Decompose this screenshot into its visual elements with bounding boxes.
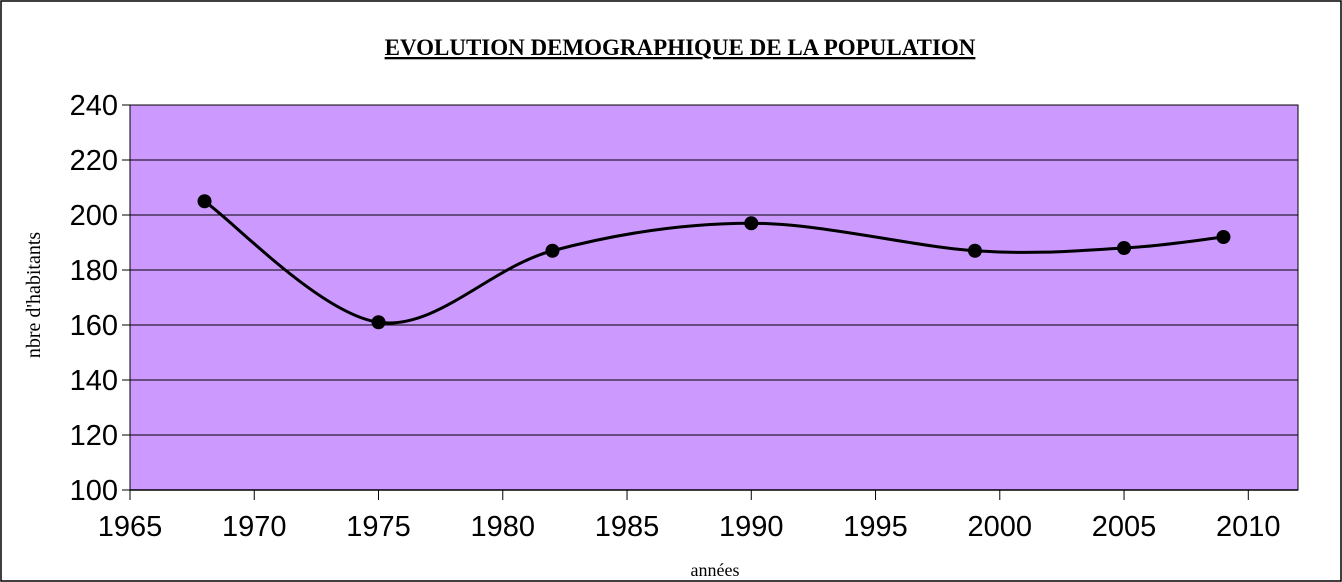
y-tick-label: 180 <box>70 255 118 287</box>
x-tick-label: 2000 <box>968 511 1033 543</box>
x-tick-label: 1990 <box>719 511 784 543</box>
x-tick-label: 1985 <box>595 511 660 543</box>
y-axis-label: nbre d'habitants <box>23 232 45 359</box>
y-tick-label: 220 <box>70 145 118 177</box>
point <box>371 315 386 330</box>
chart-title: EVOLUTION DEMOGRAPHIQUE DE LA POPULATION <box>385 35 976 60</box>
x-tick-label: 1965 <box>98 511 163 543</box>
x-tick-label: 2005 <box>1092 511 1157 543</box>
x-tick-label: 2010 <box>1216 511 1281 543</box>
x-tick-label: 1980 <box>471 511 536 543</box>
x-tick-label: 1975 <box>346 511 411 543</box>
y-tick-label: 160 <box>70 310 118 342</box>
plot-area <box>129 104 1299 491</box>
point <box>967 243 982 258</box>
y-tick-label: 140 <box>70 365 118 397</box>
point <box>545 243 560 258</box>
point <box>197 194 212 209</box>
x-tick-label: 1995 <box>843 511 908 543</box>
y-tick-label: 100 <box>70 475 118 507</box>
x-tick-label: 1970 <box>222 511 287 543</box>
y-tick-label: 240 <box>70 90 118 122</box>
x-axis-label: années <box>691 560 740 580</box>
y-tick-label: 200 <box>70 200 118 232</box>
point <box>1216 230 1231 244</box>
y-tick-label: 120 <box>70 420 118 452</box>
point <box>744 216 759 231</box>
point <box>1117 241 1132 255</box>
